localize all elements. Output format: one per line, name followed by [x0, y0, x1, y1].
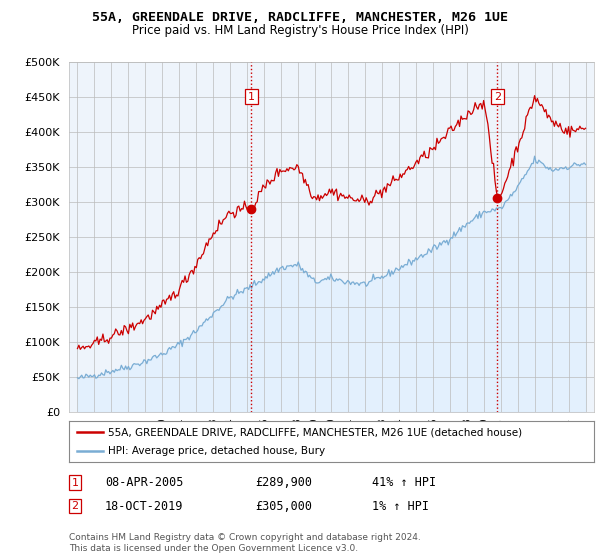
Text: £289,900: £289,900 [255, 476, 312, 489]
Text: 18-OCT-2019: 18-OCT-2019 [105, 500, 184, 513]
Text: 1% ↑ HPI: 1% ↑ HPI [372, 500, 429, 513]
Text: 55A, GREENDALE DRIVE, RADCLIFFE, MANCHESTER, M26 1UE (detached house): 55A, GREENDALE DRIVE, RADCLIFFE, MANCHES… [109, 427, 523, 437]
Text: 08-APR-2005: 08-APR-2005 [105, 476, 184, 489]
Text: 2: 2 [71, 501, 79, 511]
Text: Contains HM Land Registry data © Crown copyright and database right 2024.: Contains HM Land Registry data © Crown c… [69, 533, 421, 542]
Text: HPI: Average price, detached house, Bury: HPI: Average price, detached house, Bury [109, 446, 325, 456]
Text: 2: 2 [494, 92, 501, 101]
Text: Price paid vs. HM Land Registry's House Price Index (HPI): Price paid vs. HM Land Registry's House … [131, 24, 469, 36]
Text: This data is licensed under the Open Government Licence v3.0.: This data is licensed under the Open Gov… [69, 544, 358, 553]
Text: 1: 1 [71, 478, 79, 488]
Text: 55A, GREENDALE DRIVE, RADCLIFFE, MANCHESTER, M26 1UE: 55A, GREENDALE DRIVE, RADCLIFFE, MANCHES… [92, 11, 508, 24]
Text: 41% ↑ HPI: 41% ↑ HPI [372, 476, 436, 489]
Text: 1: 1 [248, 92, 255, 101]
Text: £305,000: £305,000 [255, 500, 312, 513]
